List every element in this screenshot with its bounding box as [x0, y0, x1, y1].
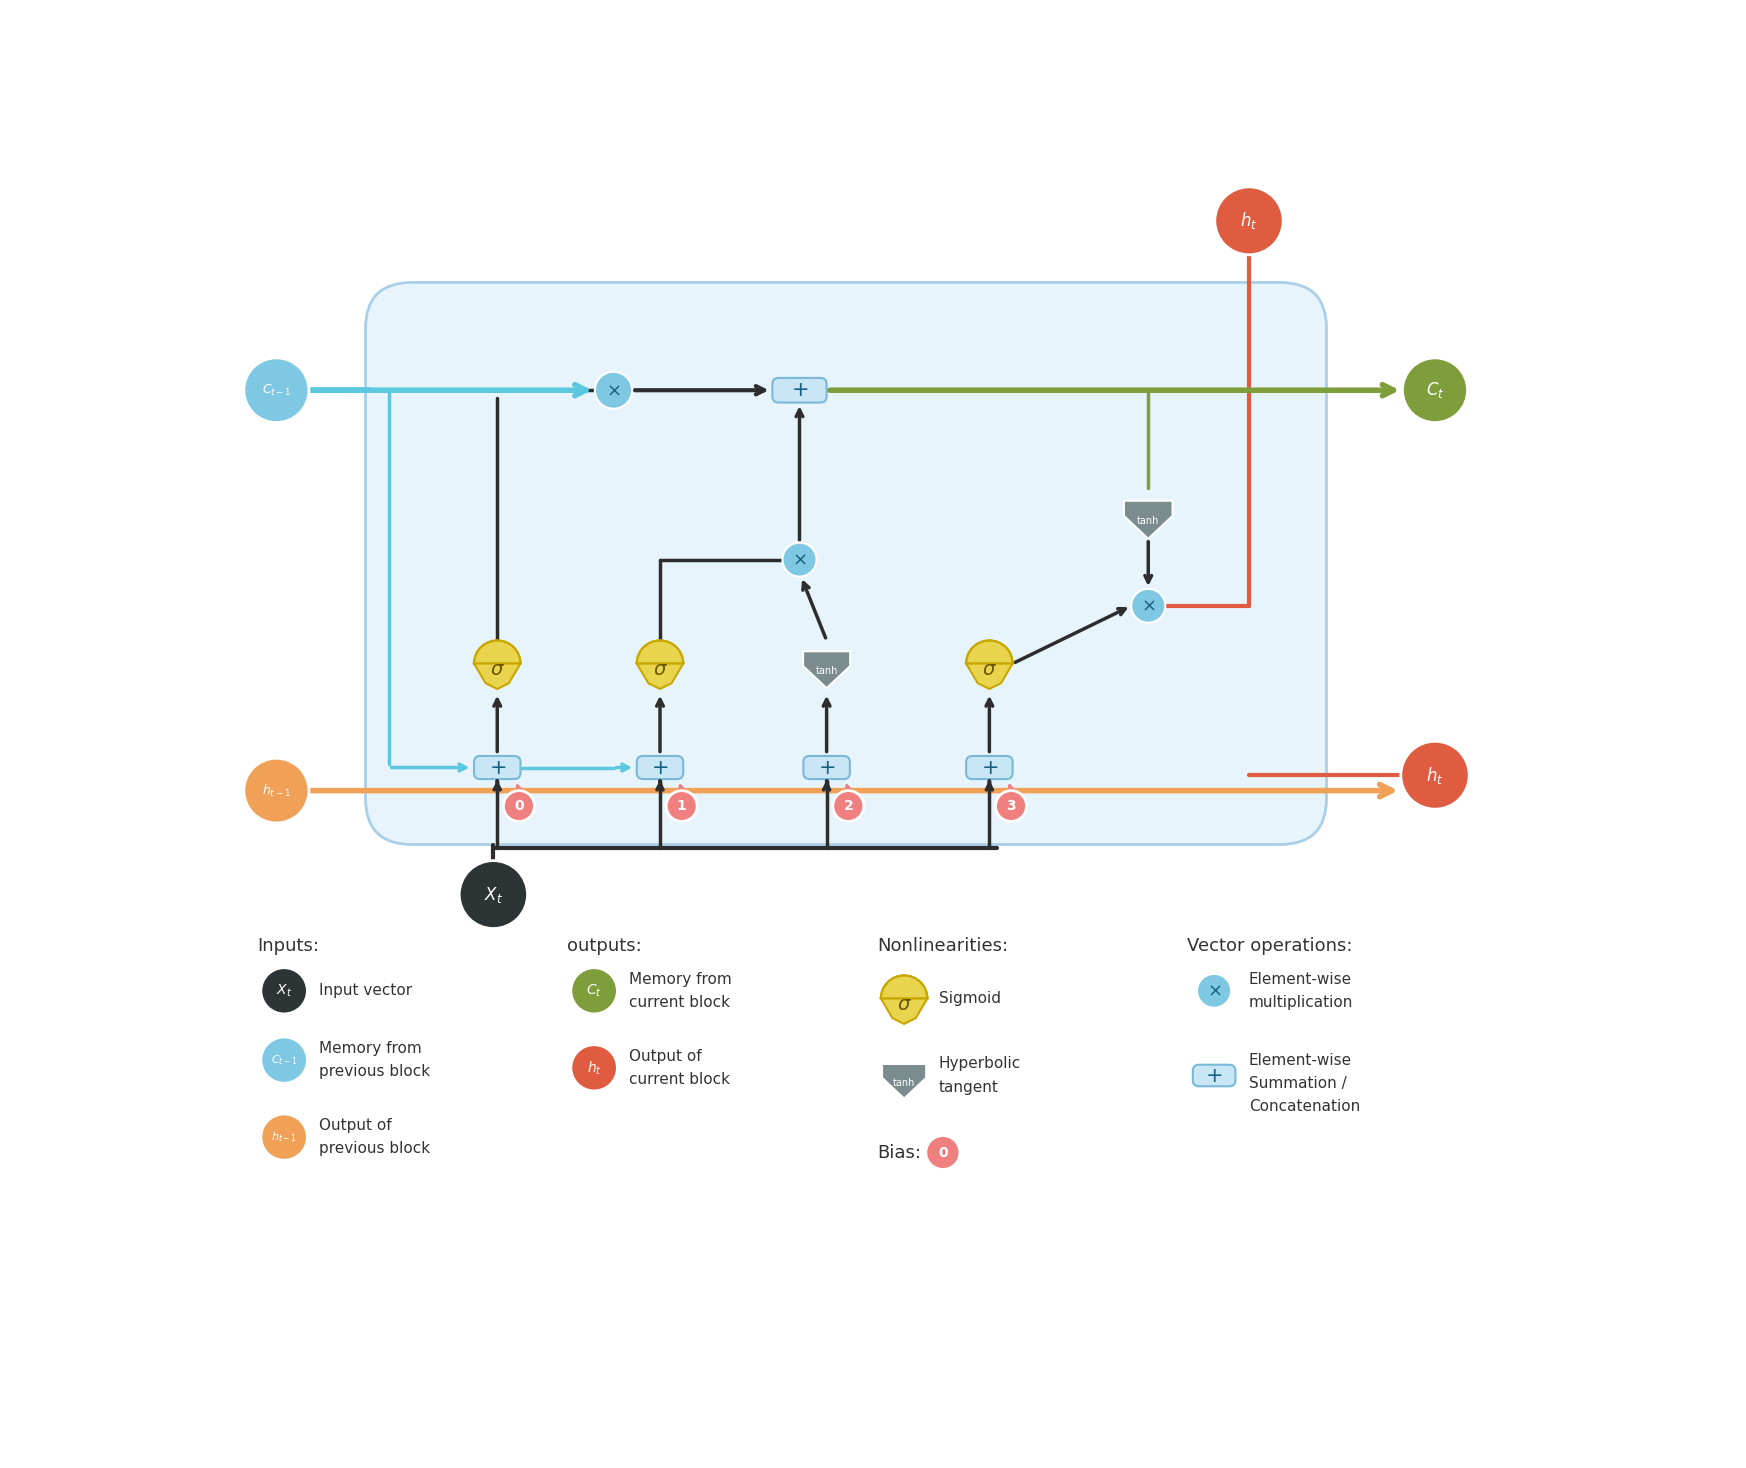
- Text: $C_{t-1}$: $C_{t-1}$: [271, 1053, 297, 1067]
- Circle shape: [260, 1114, 307, 1160]
- Text: $\times$: $\times$: [793, 550, 807, 568]
- Text: $\times$: $\times$: [1206, 982, 1222, 1000]
- Text: 3: 3: [1006, 799, 1016, 813]
- Circle shape: [1198, 973, 1231, 1007]
- Polygon shape: [803, 652, 850, 688]
- Text: Input vector: Input vector: [320, 984, 412, 998]
- FancyBboxPatch shape: [637, 756, 683, 780]
- Circle shape: [1400, 741, 1468, 809]
- Circle shape: [260, 1036, 307, 1083]
- Text: $\sigma$: $\sigma$: [491, 661, 505, 680]
- Text: Output of: Output of: [320, 1119, 391, 1133]
- Text: tanh: tanh: [892, 1078, 915, 1088]
- Text: tanh: tanh: [815, 666, 838, 677]
- Circle shape: [244, 358, 309, 423]
- Text: Bias:: Bias:: [876, 1144, 920, 1161]
- Text: Element-wise: Element-wise: [1248, 972, 1351, 986]
- Text: multiplication: multiplication: [1248, 995, 1353, 1010]
- Text: Vector operations:: Vector operations:: [1187, 937, 1353, 954]
- Text: tanh: tanh: [1137, 517, 1159, 526]
- Text: $C_{t-1}$: $C_{t-1}$: [262, 383, 292, 398]
- Text: current block: current block: [629, 995, 730, 1010]
- Text: $C_t$: $C_t$: [1426, 380, 1444, 401]
- Text: Element-wise: Element-wise: [1248, 1053, 1351, 1067]
- Text: $+$: $+$: [1205, 1066, 1222, 1085]
- Text: $X_t$: $X_t$: [276, 982, 292, 1000]
- Text: 0: 0: [513, 799, 524, 813]
- Polygon shape: [637, 664, 683, 688]
- Text: Concatenation: Concatenation: [1248, 1100, 1360, 1114]
- Circle shape: [244, 759, 309, 824]
- Text: $h_t$: $h_t$: [1240, 210, 1257, 232]
- Text: Sigmoid: Sigmoid: [939, 991, 1000, 1006]
- Circle shape: [571, 967, 618, 1014]
- Circle shape: [833, 791, 864, 822]
- Text: $+$: $+$: [651, 757, 669, 778]
- Circle shape: [260, 967, 307, 1014]
- Circle shape: [925, 1136, 960, 1170]
- Text: 0: 0: [938, 1145, 948, 1160]
- Text: tangent: tangent: [939, 1079, 999, 1095]
- Circle shape: [1402, 358, 1468, 423]
- Text: 2: 2: [843, 799, 854, 813]
- Circle shape: [782, 543, 817, 577]
- Text: Nonlinearities:: Nonlinearities:: [876, 937, 1007, 954]
- FancyBboxPatch shape: [966, 756, 1013, 780]
- Text: $+$: $+$: [817, 757, 835, 778]
- Text: $X_t$: $X_t$: [484, 885, 503, 904]
- Text: $h_{t-1}$: $h_{t-1}$: [271, 1130, 297, 1144]
- FancyBboxPatch shape: [772, 377, 826, 402]
- Text: outputs:: outputs:: [567, 937, 643, 954]
- Text: $\sigma$: $\sigma$: [981, 661, 997, 680]
- Polygon shape: [473, 664, 520, 688]
- Text: Summation /: Summation /: [1248, 1076, 1346, 1091]
- Text: $\sigma$: $\sigma$: [897, 995, 911, 1014]
- Text: Memory from: Memory from: [629, 972, 732, 986]
- Text: $C_t$: $C_t$: [587, 982, 602, 1000]
- Circle shape: [595, 371, 632, 408]
- Circle shape: [503, 791, 534, 822]
- FancyBboxPatch shape: [365, 282, 1327, 844]
- Text: $\sigma$: $\sigma$: [653, 661, 667, 680]
- Text: $+$: $+$: [981, 757, 999, 778]
- Text: Hyperbolic: Hyperbolic: [939, 1057, 1021, 1072]
- FancyBboxPatch shape: [1193, 1064, 1236, 1086]
- Text: Memory from: Memory from: [320, 1041, 423, 1055]
- Text: $\times$: $\times$: [606, 382, 622, 399]
- Text: previous block: previous block: [320, 1141, 430, 1157]
- Wedge shape: [637, 640, 683, 664]
- Text: $h_{t-1}$: $h_{t-1}$: [262, 782, 292, 799]
- Circle shape: [1215, 186, 1283, 255]
- Text: Output of: Output of: [629, 1048, 702, 1064]
- Text: $+$: $+$: [791, 380, 808, 401]
- Circle shape: [1131, 589, 1165, 622]
- Text: Inputs:: Inputs:: [257, 937, 320, 954]
- Circle shape: [571, 1045, 618, 1091]
- Text: $h_t$: $h_t$: [587, 1058, 602, 1076]
- FancyBboxPatch shape: [473, 756, 520, 780]
- Wedge shape: [473, 640, 520, 664]
- Wedge shape: [966, 640, 1013, 664]
- Polygon shape: [1124, 501, 1173, 539]
- Polygon shape: [966, 664, 1013, 688]
- Text: $+$: $+$: [489, 757, 506, 778]
- Circle shape: [995, 791, 1027, 822]
- Text: current block: current block: [629, 1072, 730, 1086]
- Circle shape: [667, 791, 697, 822]
- Polygon shape: [882, 1064, 925, 1098]
- Wedge shape: [882, 975, 927, 998]
- Text: $h_t$: $h_t$: [1426, 765, 1444, 785]
- Text: previous block: previous block: [320, 1064, 430, 1079]
- Text: $\times$: $\times$: [1140, 597, 1156, 615]
- Circle shape: [459, 860, 527, 929]
- FancyBboxPatch shape: [803, 756, 850, 780]
- Polygon shape: [882, 998, 927, 1025]
- Text: 1: 1: [677, 799, 686, 813]
